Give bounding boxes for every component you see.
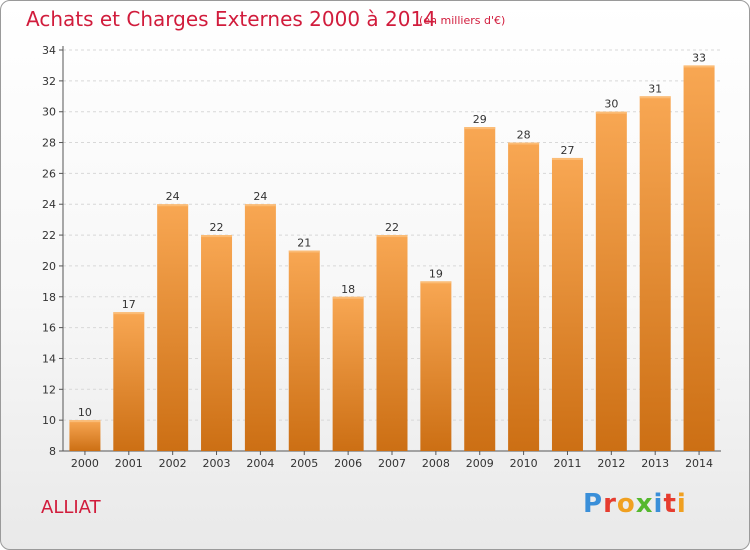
y-tick-label: 16 [42,322,56,335]
bar-value-label: 28 [517,129,531,142]
y-tick-label: 30 [42,106,56,119]
x-tick-label: 2008 [422,457,450,470]
bar-value-label: 18 [341,283,355,296]
logo-letter: t [663,489,677,519]
x-tick-label: 2000 [71,457,99,470]
bar [201,235,233,451]
y-tick-label: 18 [42,291,56,304]
y-tick-label: 24 [42,198,56,211]
bar-value-label: 21 [297,237,311,250]
y-tick-label: 14 [42,352,56,365]
bar [508,142,540,452]
bar [464,127,496,451]
bar-value-label: 29 [473,113,487,126]
x-tick-label: 2006 [334,457,362,470]
bar-value-label: 24 [166,190,180,203]
x-tick-label: 2002 [159,457,187,470]
labels: 10 17 24 22 24 21 18 22 19 29 28 27 30 31 33 [78,51,706,419]
y-tick-label: 12 [42,383,56,396]
logo-letter: i [653,489,664,519]
y-tick-label: 32 [42,75,56,88]
y-tick-label: 8 [49,445,56,458]
x-tick-label: 2014 [685,457,713,470]
bar [244,204,276,451]
bar-value-label: 17 [122,298,136,311]
y-tick-label: 22 [42,229,56,242]
proxiti-logo: Proxiti [583,489,687,519]
logo-letter: x [635,489,654,519]
bar [332,296,364,451]
bar [288,250,320,451]
bar-value-label: 30 [604,98,618,111]
logo-letter: P [583,489,604,519]
bar-value-label: 19 [429,267,443,280]
x-tick-label: 2012 [597,457,625,470]
x-tick-label: 2009 [466,457,494,470]
bar [157,204,189,451]
bar-highlight [288,250,320,253]
bar-highlight [420,281,452,284]
bar-highlight [332,296,364,299]
bar-value-label: 33 [692,51,706,64]
bar-highlight [69,420,101,423]
y-tick-label: 26 [42,167,56,180]
x-tick-label: 2010 [510,457,538,470]
bar-highlight [376,235,408,238]
bar-highlight [244,204,276,207]
bar-highlight [464,127,496,130]
bar-value-label: 22 [210,221,224,234]
bar-value-label: 24 [253,190,267,203]
bar [420,281,452,451]
bar-highlight [595,111,627,114]
bar [69,420,101,451]
x-tick-label: 2005 [290,457,318,470]
y-tick-label: 28 [42,137,56,150]
bar-highlight [551,157,583,160]
bar-value-label: 10 [78,406,92,419]
x-tick-label: 2003 [203,457,231,470]
bar [376,235,408,451]
bar-highlight [639,96,671,99]
bar [595,111,627,451]
bar [551,157,583,451]
chart-subtitle: (en milliers d'€) [419,14,506,27]
bars [69,65,715,452]
chart-title: Achats et Charges Externes 2000 à 2014 [26,7,436,31]
y-tick-label: 10 [42,414,56,427]
x-tick-label: 2007 [378,457,406,470]
x-tick-label: 2013 [641,457,669,470]
y-tick-label: 34 [42,44,56,57]
bar [683,65,715,451]
bar-value-label: 22 [385,221,399,234]
bar-value-label: 27 [560,144,574,157]
bar-highlight [201,235,233,238]
bar-highlight [508,142,540,145]
bar-highlight [157,204,189,207]
bar [113,312,145,451]
logo-letter: r [603,489,617,519]
commune-name: ALLIAT [41,497,101,518]
logo-letter: o [616,489,636,519]
bar-highlight [683,65,715,68]
x-tick-label: 2011 [553,457,581,470]
bar-value-label: 31 [648,82,662,95]
bar-highlight [113,312,145,315]
x-tick-label: 2004 [246,457,274,470]
logo-letter: i [676,489,687,519]
x-tick-label: 2001 [115,457,143,470]
bar [639,96,671,452]
y-tick-label: 20 [42,260,56,273]
